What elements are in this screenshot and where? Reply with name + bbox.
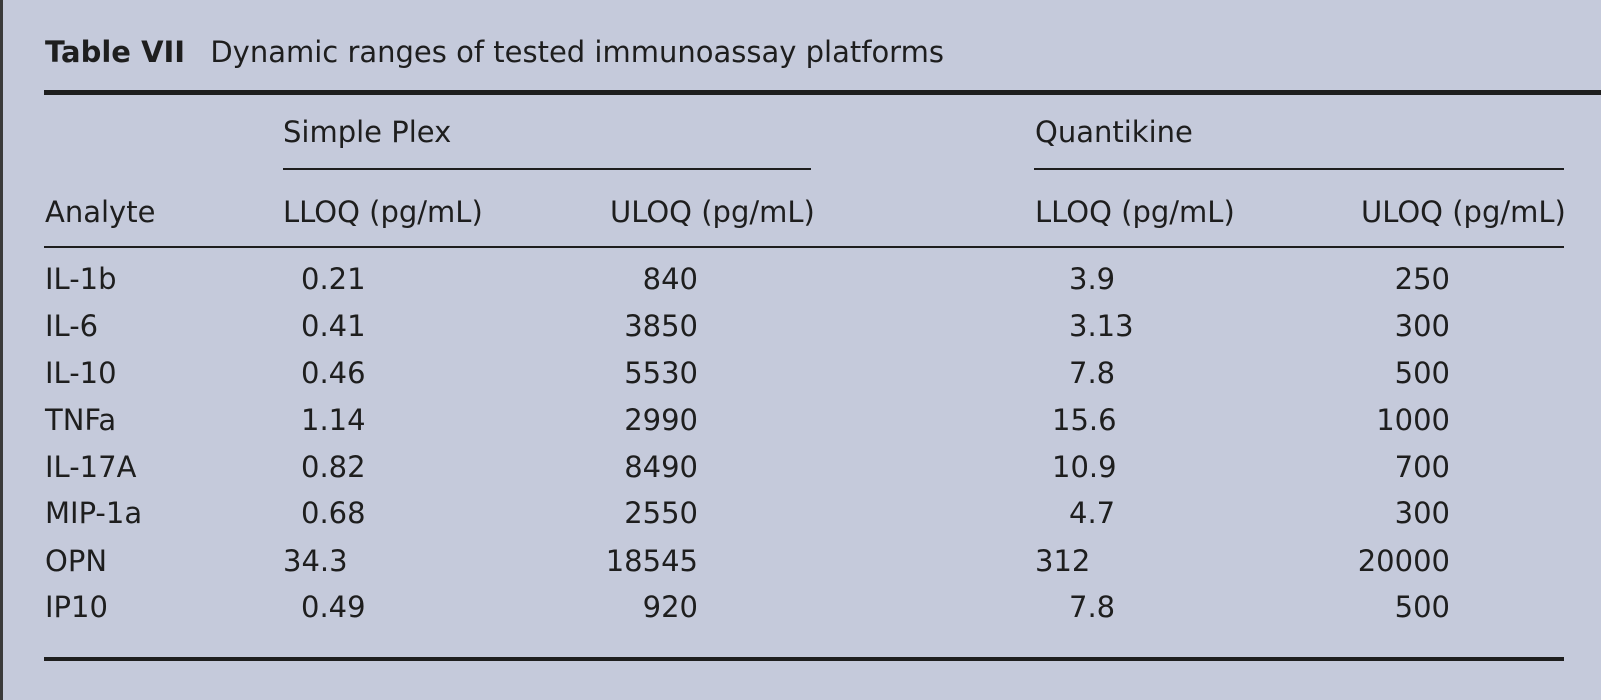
cell-quantikine-lloq: 7.8: [1069, 590, 1116, 624]
cell-analyte: OPN: [45, 544, 108, 578]
column-header-quantikine-uloq: ULOQ (pg/mL): [1361, 195, 1566, 229]
cell-simple-plex-lloq: 0.49: [301, 590, 366, 624]
cell-quantikine-uloq: 700: [1394, 450, 1450, 484]
table-caption: Dynamic ranges of tested immunoassay pla…: [210, 35, 944, 69]
cell-analyte: IL-17A: [45, 450, 137, 484]
cell-analyte: MIP-1a: [45, 496, 143, 530]
bottom-rule: [44, 657, 1564, 661]
cell-quantikine-uloq: 300: [1394, 309, 1450, 343]
cell-quantikine-lloq: 3.9: [1069, 262, 1116, 296]
cell-analyte: IL-10: [45, 356, 117, 390]
cell-quantikine-uloq: 500: [1394, 590, 1450, 624]
cell-quantikine-lloq: 10.9: [1052, 450, 1117, 484]
table-label: Table VII: [45, 35, 186, 69]
cell-quantikine-lloq: 4.7: [1069, 496, 1116, 530]
top-rule: [44, 90, 1601, 95]
cell-simple-plex-lloq: 0.41: [301, 309, 366, 343]
cell-simple-plex-uloq: 3850: [624, 309, 698, 343]
cell-analyte: TNFa: [45, 403, 117, 437]
quantikine-group-rule: [1034, 168, 1564, 170]
cell-simple-plex-uloq: 2990: [624, 403, 698, 437]
cell-simple-plex-uloq: 5530: [624, 356, 698, 390]
cell-simple-plex-lloq: 0.82: [301, 450, 366, 484]
cell-simple-plex-uloq: 840: [642, 262, 698, 296]
cell-simple-plex-lloq: 0.68: [301, 496, 366, 530]
column-header-analyte: Analyte: [45, 195, 156, 229]
cell-analyte: IL-6: [45, 309, 99, 343]
cell-simple-plex-uloq: 8490: [624, 450, 698, 484]
group-header-simple-plex: Simple Plex: [283, 115, 452, 149]
cell-simple-plex-uloq: 2550: [624, 496, 698, 530]
cell-quantikine-lloq: 15.6: [1052, 403, 1117, 437]
table-title: Table VII Dynamic ranges of tested immun…: [45, 34, 944, 70]
simple-plex-group-rule: [283, 168, 811, 170]
cell-simple-plex-lloq: 0.46: [301, 356, 366, 390]
cell-simple-plex-uloq: 920: [642, 590, 698, 624]
column-header-simple-plex-uloq: ULOQ (pg/mL): [610, 195, 815, 229]
cell-quantikine-lloq: 7.8: [1069, 356, 1116, 390]
cell-simple-plex-lloq: 1.14: [301, 403, 366, 437]
column-header-simple-plex-lloq: LLOQ (pg/mL): [283, 195, 483, 229]
cell-quantikine-uloq: 300: [1394, 496, 1450, 530]
cell-simple-plex-uloq: 18545: [605, 544, 698, 578]
page-left-border: [0, 0, 3, 700]
cell-analyte: IL-1b: [45, 262, 117, 296]
cell-simple-plex-lloq: 34.3: [283, 544, 348, 578]
cell-quantikine-uloq: 20000: [1357, 544, 1450, 578]
cell-quantikine-lloq: 312: [1035, 544, 1091, 578]
header-rule: [44, 246, 1564, 248]
cell-simple-plex-lloq: 0.21: [301, 262, 366, 296]
group-header-quantikine: Quantikine: [1035, 115, 1193, 149]
cell-analyte: IP10: [45, 590, 108, 624]
cell-quantikine-uloq: 250: [1394, 262, 1450, 296]
cell-quantikine-lloq: 3.13: [1069, 309, 1134, 343]
column-header-quantikine-lloq: LLOQ (pg/mL): [1035, 195, 1235, 229]
cell-quantikine-uloq: 1000: [1376, 403, 1450, 437]
cell-quantikine-uloq: 500: [1394, 356, 1450, 390]
